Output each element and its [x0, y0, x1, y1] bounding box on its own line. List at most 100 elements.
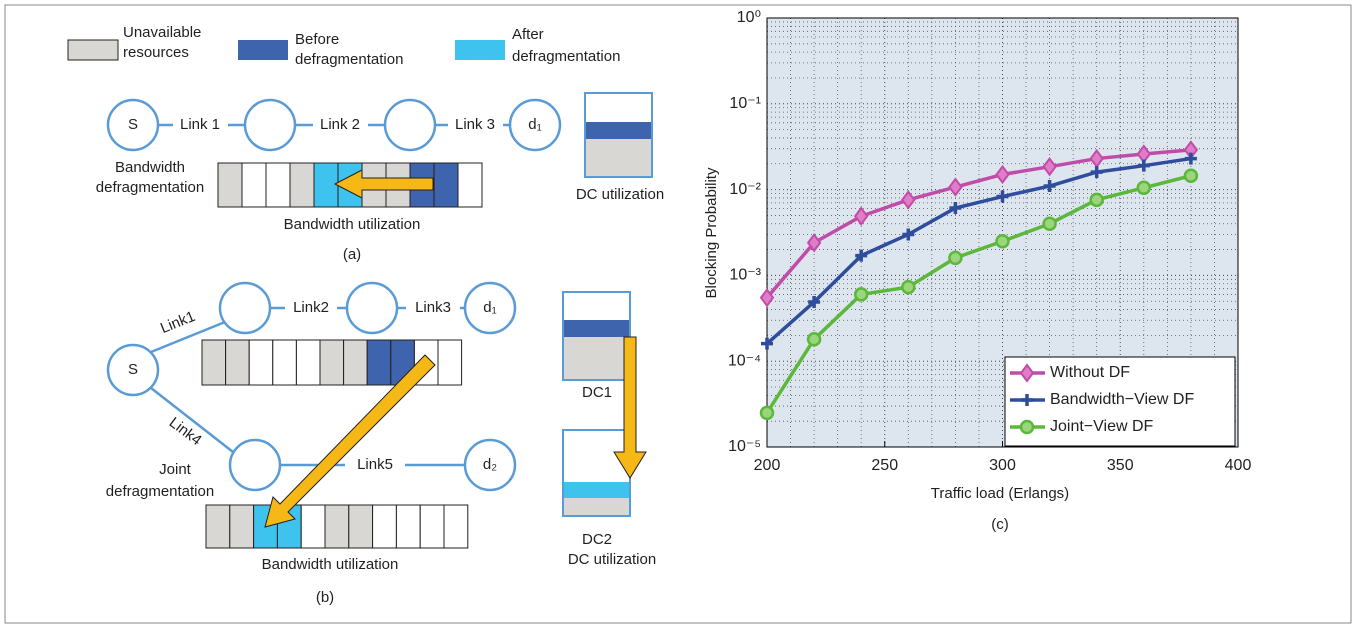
- arrow: [613, 336, 647, 479]
- node-label: S: [128, 361, 138, 378]
- x-tick-label: 400: [1225, 457, 1252, 474]
- link-label: Link3: [415, 299, 451, 316]
- slot: [289, 162, 315, 208]
- x-axis-label: Traffic load (Erlangs): [931, 485, 1069, 502]
- node-label: S: [128, 116, 138, 133]
- legend-swatch: [455, 40, 505, 60]
- marker: [1042, 157, 1057, 177]
- node-label: d₁: [483, 299, 496, 316]
- slot: [433, 162, 459, 208]
- diagram-a: S d₁ Link 1 Link 2 Link 3 Bandwidth defr…: [96, 92, 664, 263]
- slot: [372, 504, 397, 549]
- link-label: Link 2: [320, 116, 360, 133]
- marker: [995, 234, 1010, 249]
- marker: [1137, 159, 1150, 172]
- slot: [419, 504, 445, 549]
- slot: [201, 339, 227, 386]
- x-tick-label: 200: [754, 457, 781, 474]
- frame: [4, 4, 1352, 624]
- slot: [319, 339, 345, 386]
- line: [765, 174, 1192, 414]
- marker: [995, 164, 1010, 185]
- method-label: defragmentation: [96, 179, 204, 196]
- slot: [241, 162, 267, 208]
- marker: [902, 228, 915, 241]
- marker: [1019, 363, 1035, 383]
- slot: [265, 162, 291, 208]
- marker: [806, 332, 822, 347]
- slot: [443, 504, 469, 549]
- x-tick-label: 350: [1107, 457, 1134, 474]
- slot: [272, 339, 297, 386]
- link-label: Link1: [158, 308, 198, 337]
- method-label: Bandwidth: [115, 159, 185, 176]
- slot: [395, 504, 421, 549]
- node-label: d₁: [528, 116, 541, 133]
- y-axis-label: Blocking Probability: [703, 167, 720, 298]
- link-label: Link4: [166, 414, 205, 449]
- marker: [759, 288, 775, 308]
- dc-label: DC utilization: [576, 186, 664, 203]
- marker: [853, 287, 869, 302]
- marker: [808, 295, 821, 308]
- slot: [366, 339, 392, 386]
- marker: [901, 279, 916, 295]
- y-tick-label: 10⁻³: [729, 267, 761, 284]
- slot: [300, 504, 326, 549]
- legend-swatch: [67, 39, 119, 61]
- legend-swatch: [238, 40, 288, 60]
- link-label: Link2: [293, 299, 329, 316]
- marker: [1184, 152, 1197, 165]
- caption: (c): [991, 516, 1009, 533]
- marker: [1019, 419, 1035, 435]
- marker: [1089, 192, 1104, 208]
- legend-text: After: [512, 26, 544, 43]
- marker: [996, 190, 1009, 203]
- dc-label: DC1: [582, 384, 612, 401]
- legend-text: resources: [123, 44, 189, 61]
- arrow: [264, 354, 436, 528]
- marker: [759, 405, 775, 421]
- arrow: [333, 169, 434, 199]
- slot: [295, 339, 321, 386]
- line: [765, 148, 1192, 299]
- marker: [901, 190, 916, 210]
- marker: [1043, 180, 1056, 193]
- marker: [949, 202, 962, 215]
- chart: 10⁻⁵ 10⁻⁴ 10⁻³ 10⁻² 10⁻¹ 10⁰ 200 250 300 350 400 Wi…: [703, 9, 1251, 533]
- method-label: Joint: [159, 461, 192, 478]
- y-tick-label: 10⁻⁵: [728, 438, 761, 455]
- method-label: defragmentation: [106, 483, 214, 500]
- y-tick-label: 10⁻¹: [729, 95, 761, 112]
- marker: [853, 206, 869, 226]
- link-label: Link 1: [180, 116, 220, 133]
- legend-text: defragmentation: [295, 51, 403, 68]
- slot: [217, 162, 243, 208]
- caption: (a): [343, 246, 361, 263]
- dc-label: DC utilization: [568, 551, 656, 568]
- slot: [248, 339, 274, 386]
- slot: [437, 339, 463, 386]
- marker: [948, 177, 963, 197]
- link-label: Link 3: [455, 116, 495, 133]
- bar-label: Bandwidth utilization: [284, 216, 421, 233]
- slot: [457, 162, 483, 208]
- x-tick-label: 250: [871, 457, 898, 474]
- y-tick-label: 10⁻⁴: [728, 352, 761, 369]
- slot: [348, 504, 374, 549]
- legend-label: Without DF: [1050, 364, 1130, 381]
- caption: (b): [316, 589, 334, 606]
- x-tick-label: 300: [989, 457, 1016, 474]
- marker: [1042, 216, 1057, 231]
- slot: [205, 504, 231, 549]
- y-tick-label: 10⁰: [737, 9, 761, 26]
- slot: [313, 162, 339, 208]
- marker: [806, 233, 822, 253]
- slot: [343, 339, 368, 386]
- legend-text: defragmentation: [512, 48, 620, 65]
- diagram-b: S d₁ d₂ Link1 Link2 Link3 Link4 Link5 Jo…: [106, 281, 656, 606]
- line: [765, 156, 1192, 345]
- marker: [1136, 180, 1152, 196]
- slot: [324, 504, 350, 549]
